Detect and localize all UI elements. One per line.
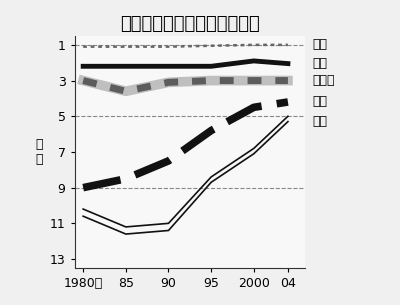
Text: 米国: 米国 (312, 38, 327, 51)
Y-axis label: 順
位: 順 位 (35, 138, 42, 166)
Text: 韓国: 韓国 (312, 95, 327, 109)
Text: ドイツ: ドイツ (312, 74, 334, 87)
Text: 中国: 中国 (312, 115, 327, 128)
Text: 日本: 日本 (312, 57, 327, 70)
Title: 貢献度指標のランキング順位: 貢献度指標のランキング順位 (120, 15, 260, 33)
